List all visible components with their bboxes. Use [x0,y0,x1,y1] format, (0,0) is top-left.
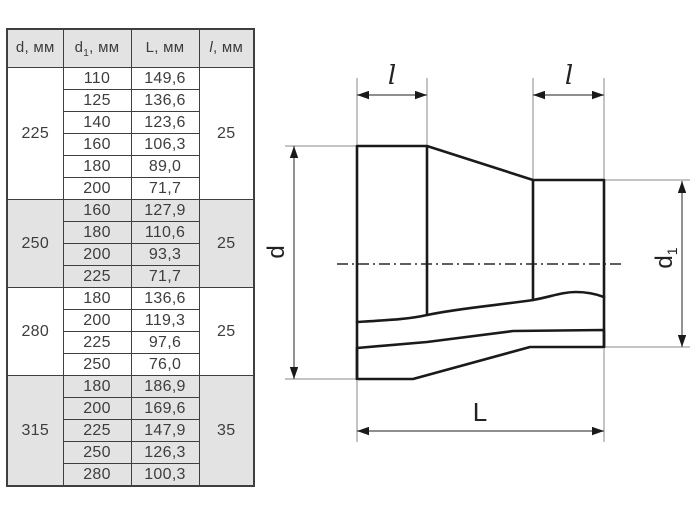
cell-l: 25 [198,199,255,288]
dimension-table: d, мм d1, мм L, мм l, мм 225 110 149,6 25 12… [6,28,255,487]
cell-d1: 160 [62,199,132,222]
cell-d1: 160 [62,133,132,156]
table-row: 315 180 186,9 35 [6,375,255,487]
table-header-row: d, мм d1, мм L, мм l, мм [6,28,255,68]
cell-d1: 225 [62,265,132,288]
label-d: d [263,245,290,258]
cell-L: 126,3 [130,441,200,464]
header-unit: , мм [212,38,244,56]
cell-L: 123,6 [130,111,200,134]
cell-L: 93,3 [130,243,200,266]
cell-L: 89,0 [130,155,200,178]
cell-L: 169,6 [130,397,200,420]
label-d1-subscript: 1 [664,247,680,255]
cell-d1: 180 [62,155,132,178]
cell-d1: 250 [62,353,132,376]
cell-l: 25 [198,287,255,376]
label-l-right: l [565,61,573,91]
cell-d1: 125 [62,89,132,112]
label-l-left: l [388,61,396,91]
cell-d: 315 [6,375,64,487]
header-d: d, мм [6,28,64,68]
cell-L: 106,3 [130,133,200,156]
cell-d1: 280 [62,463,132,487]
table-row: 200 93,3 [7,243,254,266]
table-row: 250 160 127,9 25 [6,199,255,288]
label-L: L [473,397,487,427]
table-row: 225 71,7 [7,265,254,288]
cell-d1: 200 [62,177,132,200]
table-row: 160 106,3 [7,133,254,156]
cell-d1: 200 [62,397,132,420]
cell-d1: 200 [62,243,132,266]
table-row: 280 100,3 [7,463,254,487]
cell-l: 35 [198,375,255,487]
cell-L: 97,6 [130,331,200,354]
cell-L: 136,6 [130,89,200,112]
cell-d1: 225 [62,331,132,354]
cell-l: 25 [198,67,255,200]
label-d1: d1 [651,247,680,268]
header-label: d [74,38,84,56]
technical-drawing: l l d d1 L [263,61,690,442]
table-row: 225 110 149,6 25 [6,67,255,200]
cell-d: 280 [6,287,64,376]
header-unit: , мм [154,38,185,56]
cell-L: 149,6 [130,67,200,90]
cell-L: 186,9 [130,375,200,398]
table-row: 225 147,9 [7,419,254,442]
table-row: 250 76,0 [7,353,254,376]
cell-L: 127,9 [130,199,200,222]
header-label: d [15,38,25,56]
cell-d1: 225 [62,419,132,442]
header-label: L [145,38,155,56]
cell-d1: 200 [62,309,132,332]
table-row: 280 180 136,6 25 [6,287,255,376]
cell-L: 71,7 [130,177,200,200]
cell-L: 100,3 [130,463,200,487]
extension-lines [285,78,690,442]
cell-d: 225 [6,67,64,200]
cell-L: 136,6 [130,287,200,310]
cell-L: 119,3 [130,309,200,332]
header-unit: , мм [24,38,55,56]
table-row: 180 89,0 [7,155,254,178]
header-d1: d1, мм [62,28,132,68]
wall-hatch [355,328,606,381]
label-d1-base: d [651,255,678,268]
cell-d1: 180 [62,375,132,398]
cell-L: 147,9 [130,419,200,442]
cell-L: 76,0 [130,353,200,376]
table-body: 225 110 149,6 25 125 136,6 140 123,6 160 106,3 180… [6,67,255,487]
header-unit: , мм [89,38,120,56]
table-row: 180 110,6 [7,221,254,244]
cell-d1: 180 [62,221,132,244]
header-L: L, мм [130,28,200,68]
cell-d1: 250 [62,441,132,464]
cell-d1: 180 [62,287,132,310]
cell-d: 250 [6,199,64,288]
cell-d1: 110 [62,67,132,90]
header-label: l [209,38,213,56]
table-row: 125 136,6 [7,89,254,112]
header-subscript: 1 [83,47,90,59]
table-row: 200 119,3 [7,309,254,332]
body-outline [355,144,606,381]
bore-break-line [355,290,606,324]
cell-L: 71,7 [130,265,200,288]
cell-d1: 140 [62,111,132,134]
cell-L: 110,6 [130,221,200,244]
table-row: 250 126,3 [7,441,254,464]
table-row: 200 71,7 [7,177,254,200]
header-l: l, мм [198,28,255,68]
